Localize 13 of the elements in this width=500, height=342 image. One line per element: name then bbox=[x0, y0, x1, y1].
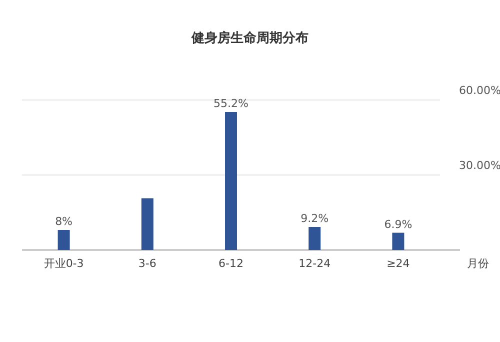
x-axis-title: 月份 bbox=[467, 257, 489, 270]
x-tick-label: 12-24 bbox=[298, 257, 331, 270]
x-tick-label: ≥24 bbox=[386, 257, 410, 270]
y-tick-label: 30.00% bbox=[459, 159, 500, 172]
data-label: 6.9% bbox=[384, 218, 412, 231]
data-label: 9.2% bbox=[300, 212, 329, 225]
data-label: 55.2% bbox=[214, 97, 248, 110]
y-tick-label: 60.00% bbox=[459, 84, 500, 97]
chart-title: 健身房生命周期分布 bbox=[190, 30, 308, 46]
x-tick-label: 6-12 bbox=[218, 257, 244, 270]
x-tick-label: 开业0-3 bbox=[44, 257, 84, 270]
data-label: 8% bbox=[55, 215, 73, 228]
x-tick-label: 3-6 bbox=[138, 257, 156, 270]
